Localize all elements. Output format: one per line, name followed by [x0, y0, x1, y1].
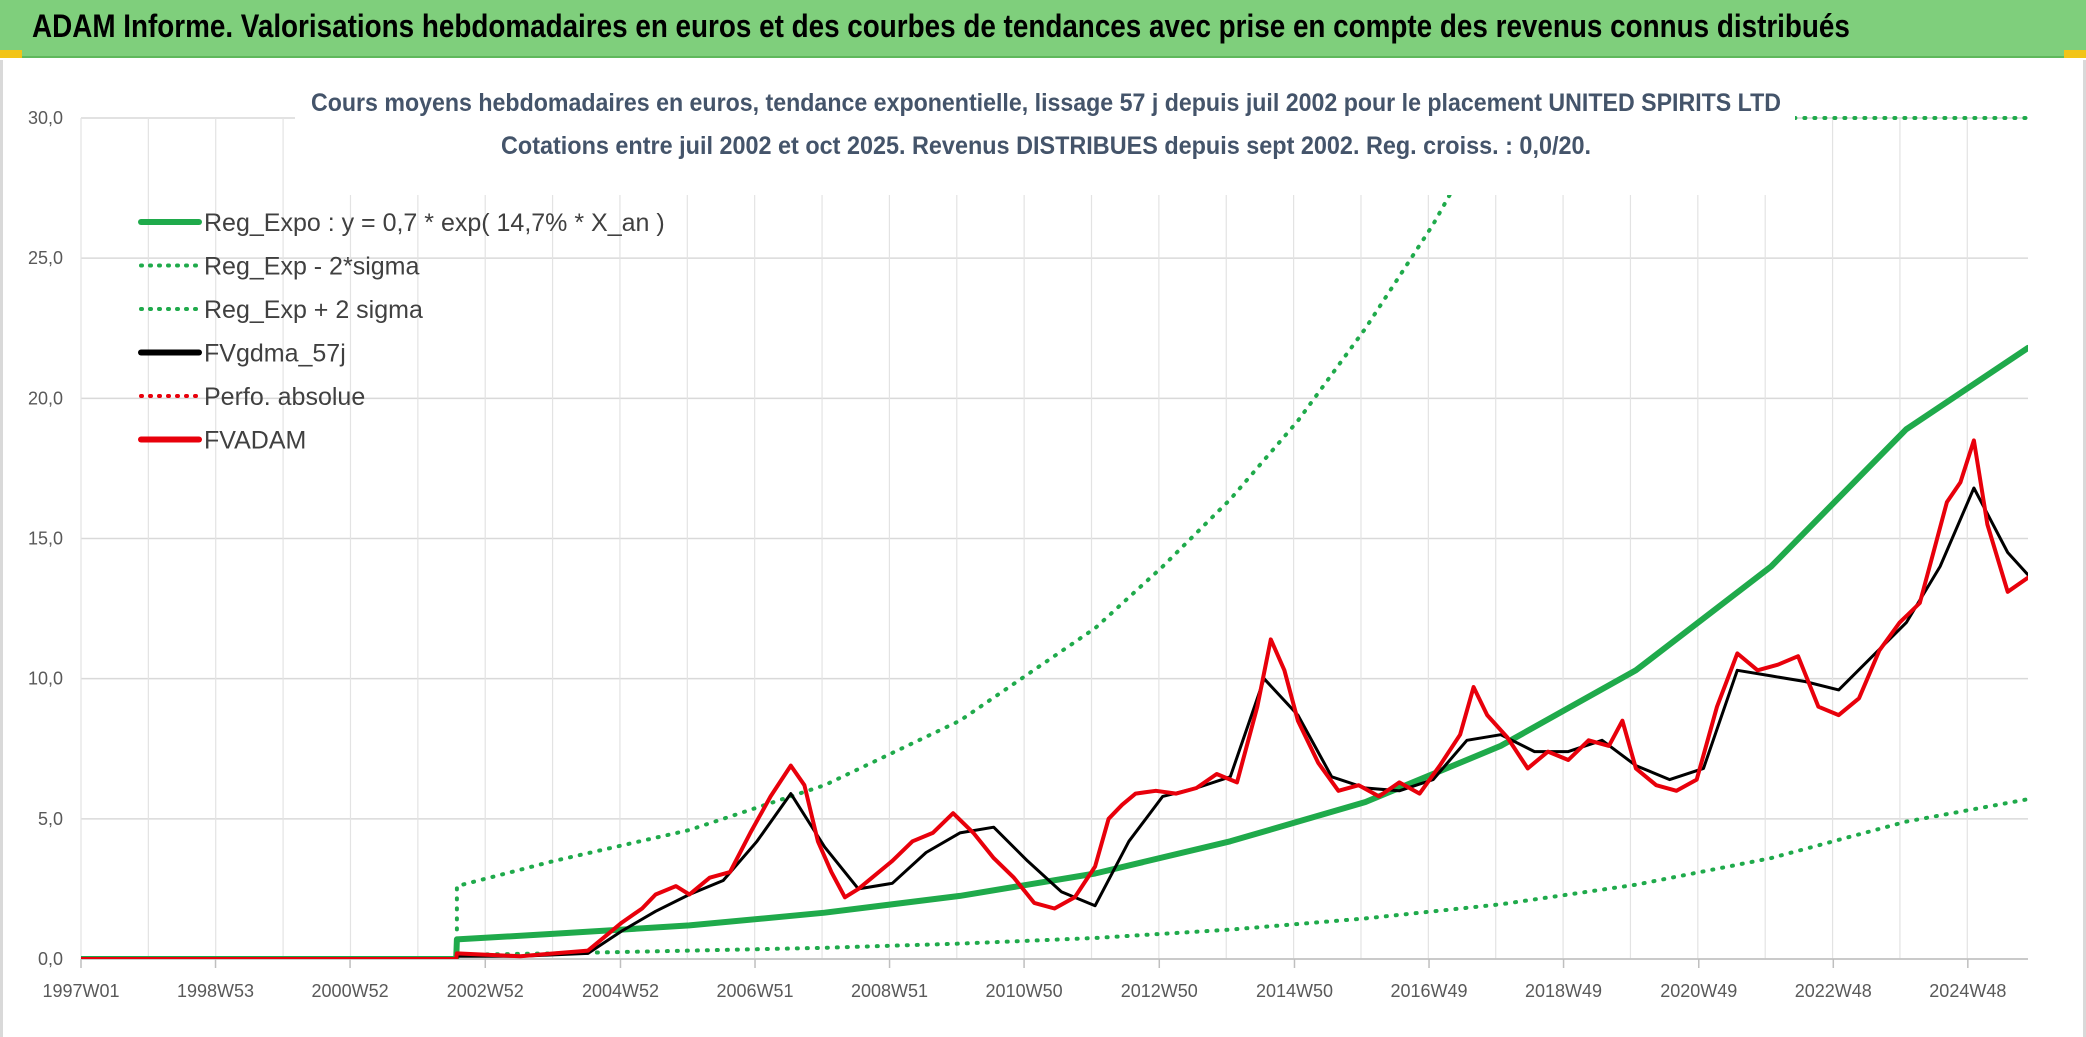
y-tick-label: 25,0 [28, 248, 63, 268]
report-title: ADAM Informe. Valorisations hebdomadaire… [32, 8, 1850, 44]
y-axis: 0,0 5,0 10,0 15,0 20,0 25,0 30,0 [28, 108, 63, 969]
series-line-1 [454, 797, 2028, 957]
series-line-2 [454, 115, 2028, 942]
x-tick-label: 1998W53 [177, 981, 254, 1001]
x-tick-label: 2012W50 [1121, 981, 1198, 1001]
legend-label-1: Reg_Exp - 2*sigma [204, 253, 419, 281]
legend-label-4: Perfo. absolue [204, 383, 365, 411]
x-tick-label: 2000W52 [312, 981, 389, 1001]
line-chart: 0,0 5,0 10,0 15,0 20,0 25,0 30,0 1997W01 1998W5… [28, 80, 2028, 1001]
x-tick-label: 2002W52 [447, 981, 524, 1001]
legend-label-3: FVgdma_57j [204, 340, 346, 368]
y-tick-label: 30,0 [28, 108, 63, 128]
x-tick-label: 2024W48 [1929, 981, 2006, 1001]
x-tick-label: 2004W52 [582, 981, 659, 1001]
y-tick-label: 0,0 [38, 949, 63, 969]
series-line-5 [81, 438, 2028, 959]
y-tick-label: 10,0 [28, 669, 63, 689]
x-tick-label: 2014W50 [1256, 981, 1333, 1001]
y-tick-label: 5,0 [38, 809, 63, 829]
report-banner: ADAM Informe. Valorisations hebdomadaire… [0, 0, 2086, 58]
chart-subtitle: Cotations entre juil 2002 et oct 2025. R… [501, 132, 1591, 160]
x-tick-label: 2010W50 [986, 981, 1063, 1001]
x-axis: 1997W01 1998W53 2000W52 2002W52 2004W52 2006W… [42, 958, 2028, 1001]
x-tick-label: 2020W49 [1660, 981, 1737, 1001]
x-tick-label: 2018W49 [1525, 981, 1602, 1001]
chart-title: Cours moyens hebdomadaires en euros, ten… [311, 89, 1781, 117]
x-tick-label: 1997W01 [42, 981, 119, 1001]
chart-legend: Reg_Expo : y = 0,7 * exp( 14,7% * X_an )… [138, 209, 665, 455]
y-tick-label: 20,0 [28, 388, 63, 408]
title-background [295, 80, 1795, 195]
chart-frame: 0,0 5,0 10,0 15,0 20,0 25,0 30,0 1997W01 1998W5… [0, 60, 2086, 1037]
legend-label-0: Reg_Expo : y = 0,7 * exp( 14,7% * X_an ) [204, 209, 665, 237]
x-tick-label: 2016W49 [1390, 981, 1467, 1001]
y-tick-label: 15,0 [28, 529, 63, 549]
x-tick-label: 2022W48 [1795, 981, 1872, 1001]
chart-grid [80, 117, 2028, 960]
series-line-3 [81, 486, 2028, 959]
x-tick-label: 2008W51 [851, 981, 928, 1001]
series-line-0 [81, 344, 2028, 959]
banner-corner-left [0, 50, 22, 58]
legend-label-2: Reg_Exp + 2 sigma [204, 296, 423, 324]
banner-corner-right [2064, 50, 2086, 58]
chart-series [81, 115, 2028, 959]
legend-label-5: FVADAM [204, 427, 306, 455]
x-tick-label: 2006W51 [716, 981, 793, 1001]
